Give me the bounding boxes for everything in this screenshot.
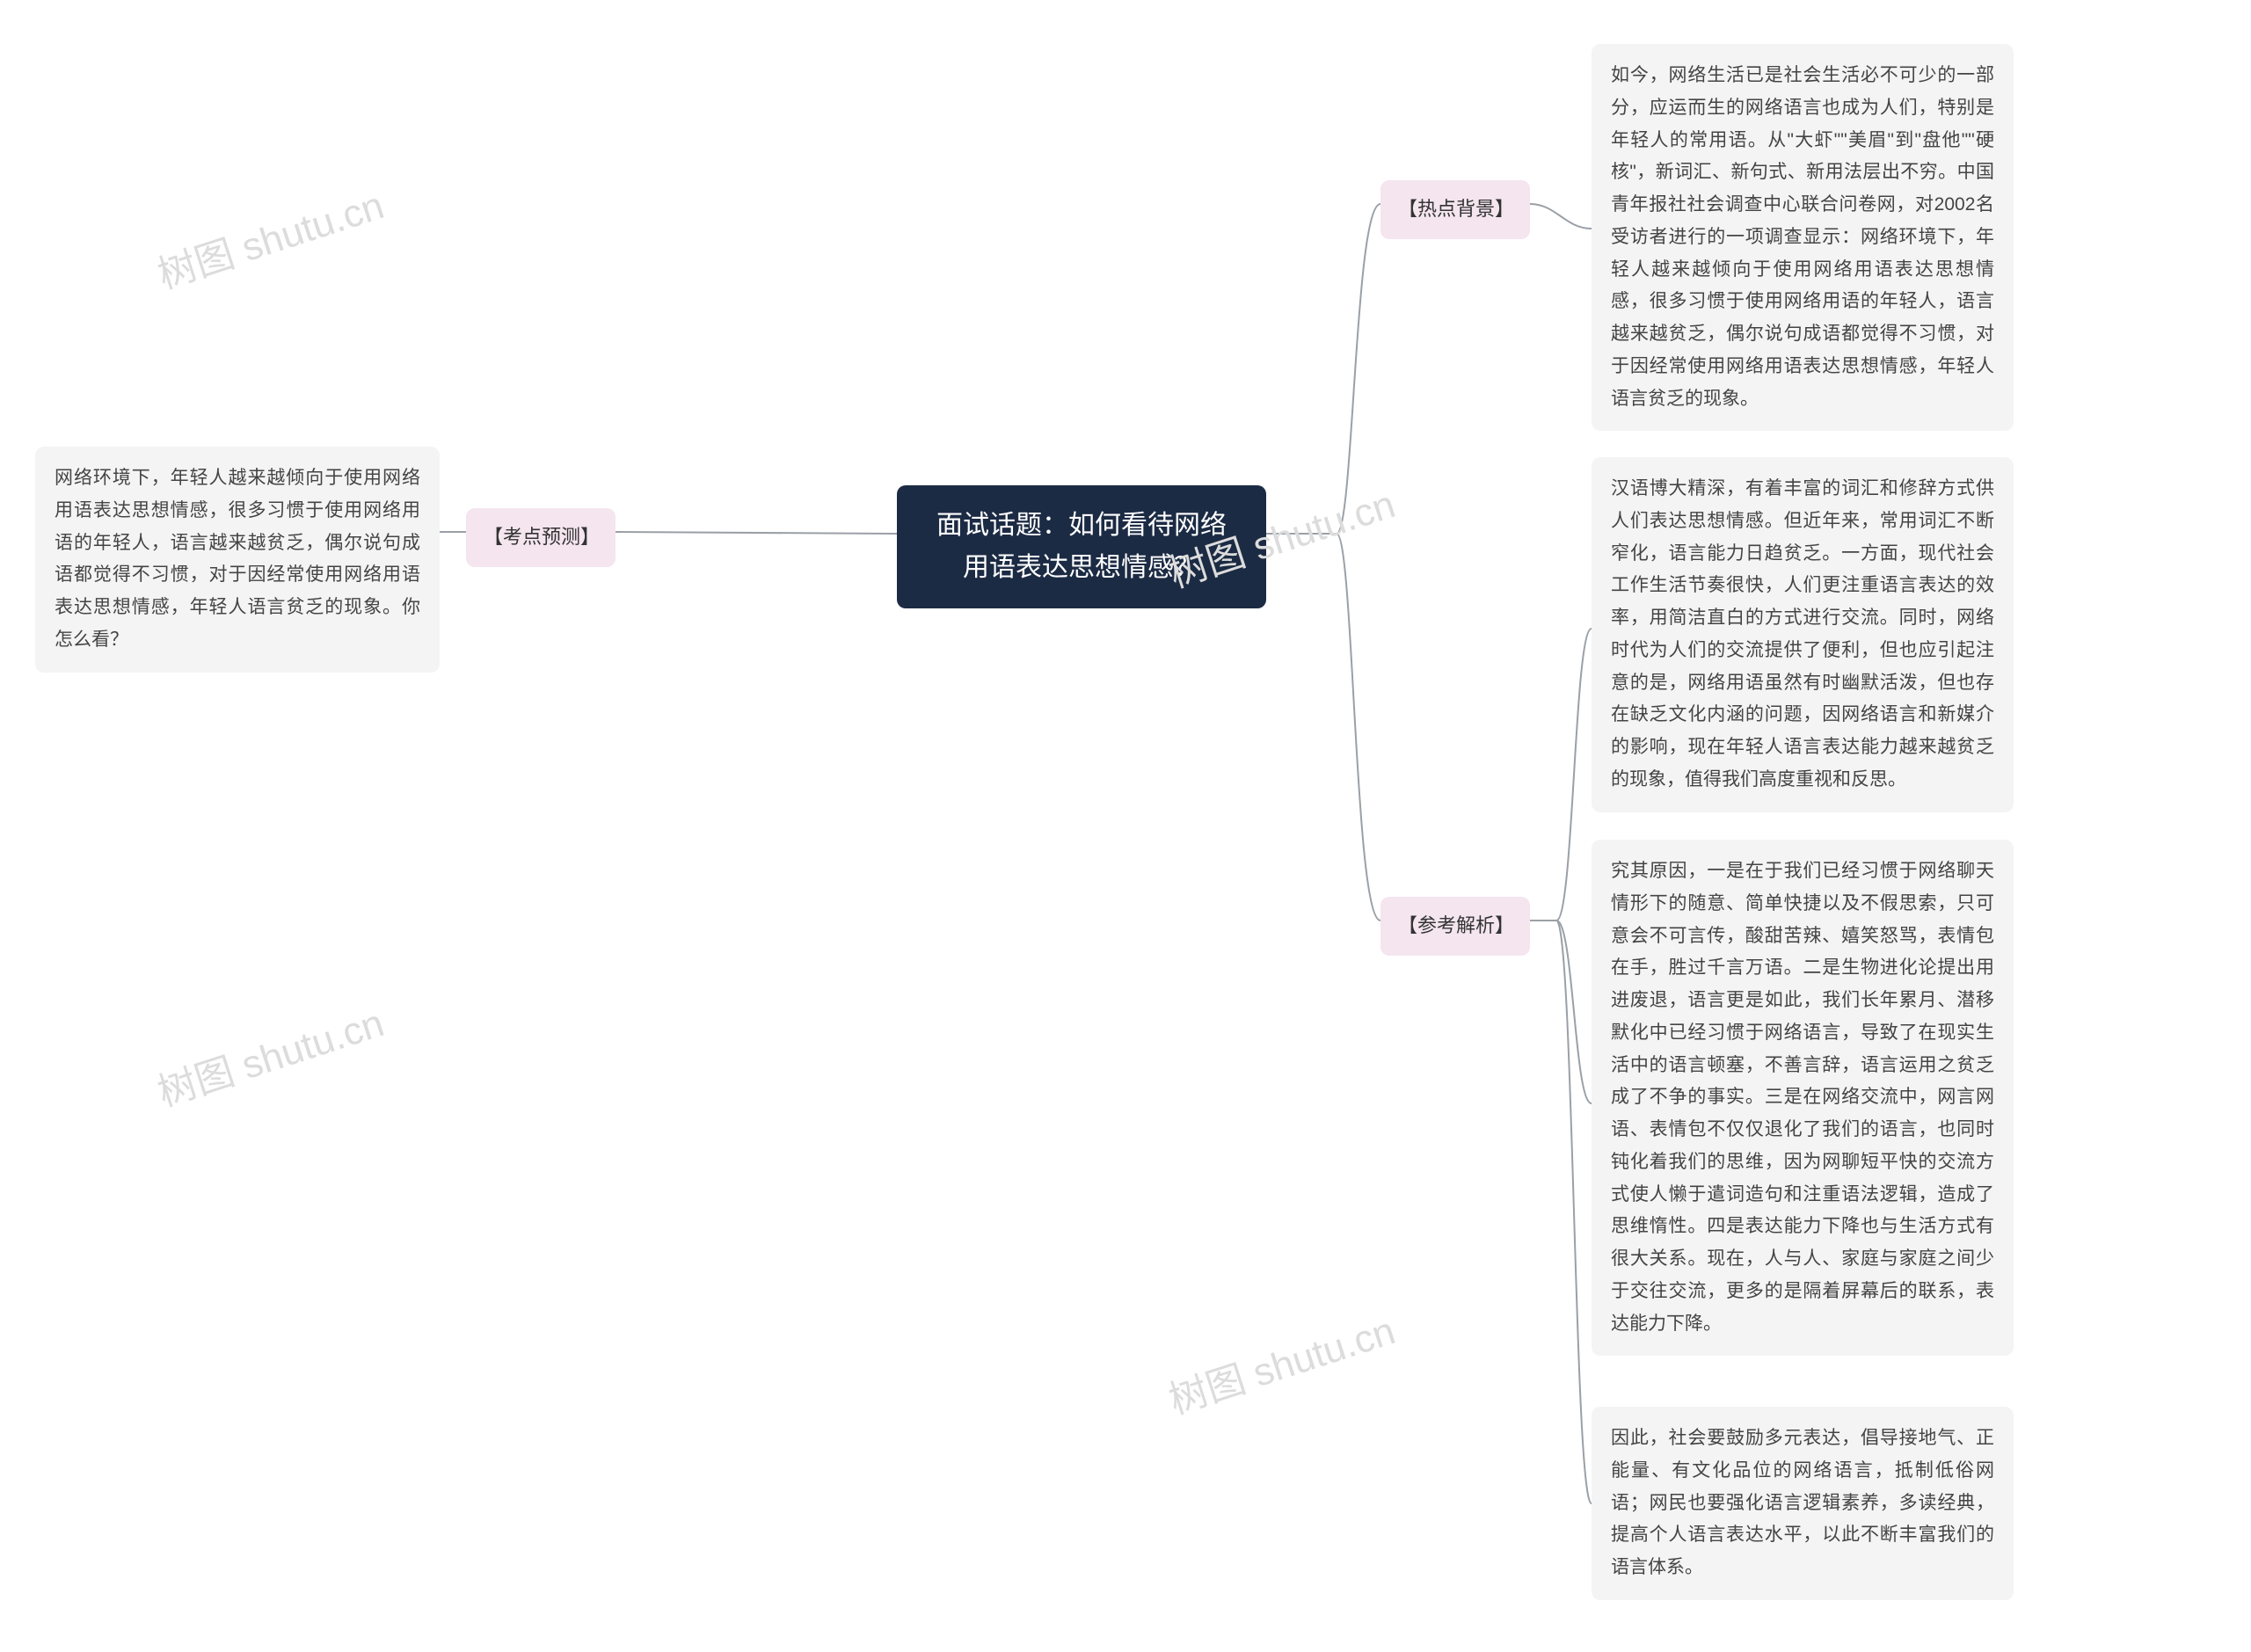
mindmap-canvas: 面试话题：如何看待网络 用语表达思想情感？ 【考点预测】 网络环境下，年轻人越来… <box>0 0 2251 1652</box>
center-line2: 用语表达思想情感？ <box>923 547 1240 589</box>
leaf-exam-prediction[interactable]: 网络环境下，年轻人越来越倾向于使用网络用语表达思想情感，很多习惯于使用网络用语的… <box>35 447 440 673</box>
watermark: 树图 shutu.cn <box>149 992 390 1117</box>
leaf-analysis-1[interactable]: 汉语博大精深，有着丰富的词汇和修辞方式供人们表达思想情感。但近年来，常用词汇不断… <box>1592 457 2014 812</box>
branch-hot-background[interactable]: 【热点背景】 <box>1380 180 1530 239</box>
center-line1: 面试话题：如何看待网络 <box>923 505 1240 547</box>
watermark: 树图 shutu.cn <box>149 174 390 300</box>
leaf-analysis-3[interactable]: 因此，社会要鼓励多元表达，倡导接地气、正能量、有文化品位的网络语言，抵制低俗网语… <box>1592 1407 2014 1600</box>
watermark: 树图 shutu.cn <box>1161 1299 1401 1425</box>
center-topic[interactable]: 面试话题：如何看待网络 用语表达思想情感？ <box>897 485 1266 608</box>
branch-exam-prediction[interactable]: 【考点预测】 <box>466 508 616 567</box>
leaf-hot-background[interactable]: 如今，网络生活已是社会生活必不可少的一部分，应运而生的网络语言也成为人们，特别是… <box>1592 44 2014 431</box>
branch-analysis[interactable]: 【参考解析】 <box>1380 897 1530 956</box>
leaf-analysis-2[interactable]: 究其原因，一是在于我们已经习惯于网络聊天情形下的随意、简单快捷以及不假思索，只可… <box>1592 840 2014 1356</box>
